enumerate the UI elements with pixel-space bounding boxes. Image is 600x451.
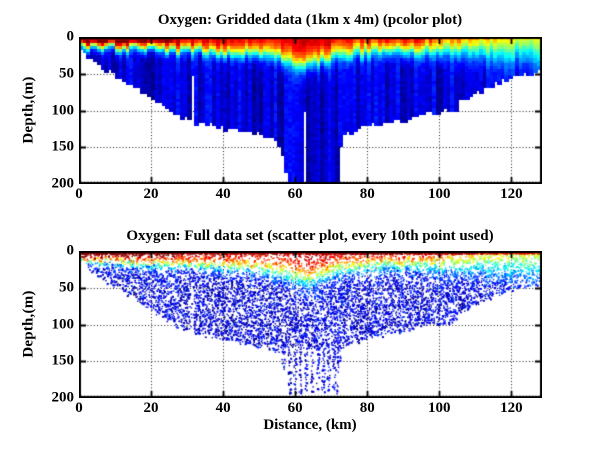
x-tick-label: 0 [75,186,83,202]
x-tick-label: 80 [359,186,375,202]
y-tick-label: 50 [59,279,74,296]
x-tick-label: 40 [215,186,231,202]
top-y-axis-label: Depth,(m) [20,76,37,144]
bottom-scatter-plot-canvas [79,251,542,398]
y-tick-label: 0 [66,242,75,259]
bottom-plot-title: Oxygen: Full data set (scatter plot, eve… [126,228,494,244]
y-tick-label: 50 [59,65,74,82]
y-tick-label: 200 [51,175,75,192]
y-tick-label: 150 [51,352,75,369]
x-tick-label: 100 [428,400,451,416]
bottom-y-axis-label: Depth,(m) [20,290,37,358]
x-tick-label: 80 [359,400,375,416]
top-plot-title: Oxygen: Gridded data (1km x 4m) (pcolor … [157,12,463,28]
y-tick-label: 150 [51,138,75,155]
y-tick-label: 200 [51,389,75,406]
x-tick-label: 0 [75,400,83,416]
x-tick-label: 40 [215,400,231,416]
x-tick-label: 60 [287,400,303,416]
x-axis-label: Distance, (km) [263,417,357,433]
x-tick-label: 100 [428,186,451,202]
x-tick-label: 60 [287,186,303,202]
x-tick-label: 120 [500,400,523,416]
y-tick-label: 100 [51,102,75,118]
top-pcolor-plot-canvas [79,37,542,184]
x-tick-label: 20 [143,186,159,202]
y-tick-label: 100 [51,316,75,332]
x-tick-label: 20 [143,400,159,416]
x-tick-label: 120 [500,186,523,202]
y-tick-label: 0 [66,28,75,45]
